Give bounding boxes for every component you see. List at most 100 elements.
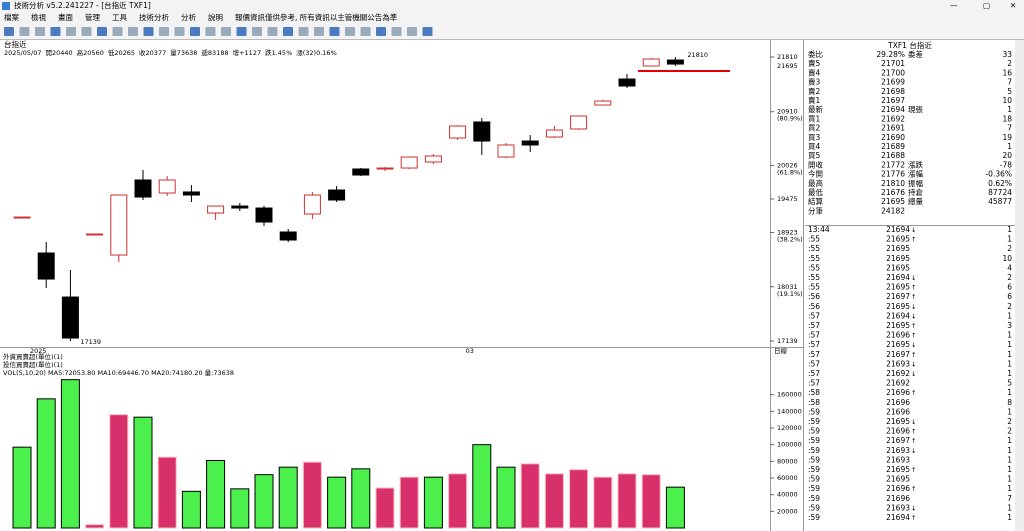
tick-dir: ↑ — [911, 351, 916, 359]
toolbar-button[interactable] — [190, 27, 200, 36]
toolbar-button[interactable] — [97, 27, 107, 36]
menu-item[interactable]: 檔案 — [4, 12, 19, 22]
info-item: 高20560 — [77, 48, 104, 57]
toolbar-button[interactable] — [236, 27, 247, 36]
toolbar-button[interactable] — [329, 27, 340, 36]
tick-qty: 1 — [1007, 513, 1012, 522]
toolbar-button[interactable] — [4, 27, 14, 36]
volume-bar — [278, 466, 298, 529]
tick-time: :59 — [808, 427, 820, 436]
candle-body — [642, 58, 660, 67]
volume-bar — [375, 487, 395, 529]
toolbar-button[interactable] — [422, 27, 433, 36]
tick-time: :59 — [808, 513, 820, 522]
quote-value: 87724 — [988, 188, 1012, 197]
menu-item[interactable]: 說明 — [208, 12, 223, 22]
tick-price: 21693 — [886, 503, 910, 512]
quote-label: 今開 — [808, 169, 823, 179]
tick-dir: ↓ — [911, 303, 916, 311]
tick-price: 21696 — [886, 484, 910, 493]
y-tick-label: 20026 — [777, 161, 798, 169]
quote-value: 21699 — [881, 78, 905, 87]
y-tick-label: 120000 — [777, 424, 802, 432]
tick-dir: ↓ — [911, 341, 916, 349]
info-item: 增+1127 — [233, 48, 262, 57]
toolbar-button[interactable] — [221, 27, 231, 36]
toolbar-button[interactable] — [81, 27, 92, 36]
toolbar-button[interactable] — [174, 27, 185, 36]
quote-value: 0.62% — [988, 179, 1012, 188]
quote-value: 21697 — [881, 96, 905, 105]
minimize[interactable]: — — [950, 1, 958, 10]
last-price-label: 21695 — [777, 62, 798, 70]
close[interactable]: ✕ — [1010, 1, 1016, 10]
toolbar-button[interactable] — [345, 27, 355, 36]
quote-label: 漲跌 — [908, 159, 923, 169]
toolbar-button[interactable] — [35, 27, 45, 36]
tick-qty: 1 — [1007, 446, 1012, 455]
toolbar-button[interactable] — [360, 27, 371, 36]
tick-time: :55 — [808, 263, 820, 272]
maximize[interactable]: ▢ — [983, 1, 990, 10]
quote-label: 買5 — [808, 151, 820, 160]
tick-price: 21693 — [886, 359, 910, 368]
tick-qty: 1 — [1007, 503, 1012, 512]
candle-body — [497, 144, 515, 158]
tick-dir: ↓ — [911, 360, 916, 368]
scrollbar[interactable] — [1015, 40, 1024, 531]
toolbar-button[interactable] — [66, 27, 76, 36]
toolbar-button[interactable] — [376, 27, 386, 36]
tick-time: :57 — [808, 350, 820, 359]
candle-body — [521, 140, 539, 146]
toolbar-button[interactable] — [205, 27, 216, 36]
tick-time: :59 — [808, 436, 820, 445]
info-item: 收20377 — [139, 48, 166, 57]
toolbar-button[interactable] — [298, 27, 309, 36]
tick-time: :57 — [808, 311, 820, 320]
tick-price: 21696 — [886, 427, 910, 436]
toolbar-button[interactable] — [267, 27, 278, 36]
menu-item[interactable]: 檢視 — [31, 12, 46, 22]
toolbar-button[interactable] — [159, 27, 169, 36]
menu-item[interactable]: 畫面 — [58, 12, 73, 22]
tick-qty: 1 — [1007, 484, 1012, 493]
menu-item[interactable]: 報價資訊僅供參考, 所有資訊以主管機關公告為準 — [235, 12, 398, 22]
volume-bar — [399, 476, 419, 529]
window-title: 技術分析 v5.2.241227 - [台指近 TXF1] — [14, 0, 151, 10]
quote-value: 1 — [1007, 105, 1012, 114]
period-label: 日線 — [774, 346, 788, 355]
candle-body — [328, 189, 346, 201]
tick-dir: ↓ — [911, 370, 916, 378]
tick-time: :57 — [808, 331, 820, 340]
quote-value: 29.28% — [876, 50, 905, 59]
toolbar-button[interactable] — [391, 27, 402, 36]
toolbar-button[interactable] — [19, 27, 30, 36]
volume-bar — [157, 456, 177, 529]
quote-value: -0.36% — [985, 170, 1012, 179]
toolbar-button[interactable] — [112, 27, 123, 36]
toolbar-button[interactable] — [50, 27, 61, 36]
menu-item[interactable]: 技術分析 — [139, 12, 169, 22]
menu-item[interactable]: 分析 — [181, 12, 196, 22]
menu-item[interactable]: 工具 — [112, 13, 127, 22]
toolbar-button[interactable] — [128, 27, 138, 36]
toolbar-button[interactable] — [407, 27, 417, 36]
tick-dir: ↑ — [911, 466, 916, 474]
volume-bar — [351, 468, 371, 529]
candle-body — [618, 78, 636, 87]
toolbar-button[interactable] — [143, 27, 154, 36]
toolbar-button[interactable] — [252, 27, 262, 36]
quote-value: 21692 — [881, 114, 905, 123]
info-item: 跌1.45% — [265, 48, 292, 57]
volume-bar — [327, 476, 347, 529]
candle-body — [207, 205, 225, 214]
y-tick-label: 18031 — [777, 283, 798, 291]
candle-body — [424, 155, 442, 163]
tick-price: 21694 — [886, 311, 910, 320]
tick-time: :59 — [808, 494, 820, 503]
toolbar-button[interactable] — [283, 27, 293, 36]
toolbar-button[interactable] — [314, 27, 324, 36]
menu-item[interactable]: 管理 — [85, 12, 100, 22]
y-tick-label: 160000 — [777, 391, 802, 399]
